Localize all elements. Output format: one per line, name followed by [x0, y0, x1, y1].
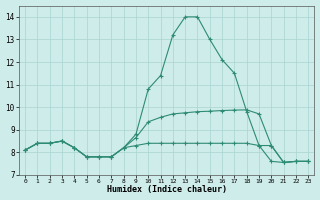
X-axis label: Humidex (Indice chaleur): Humidex (Indice chaleur): [107, 185, 227, 194]
